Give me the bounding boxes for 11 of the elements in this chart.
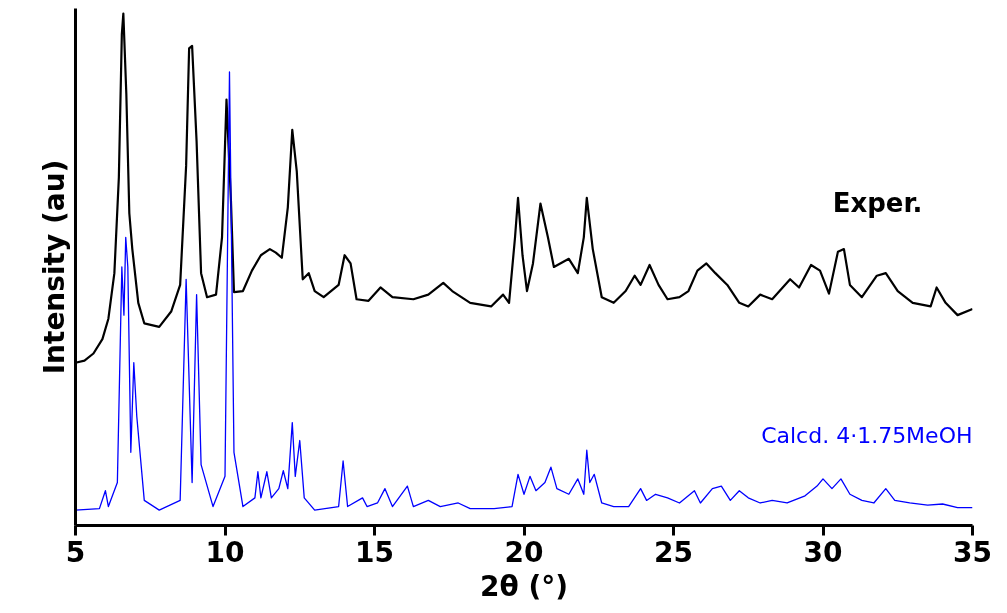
x-tick-label: 15 [355,535,394,569]
x-tick-label: 25 [654,535,693,569]
x-axis-title: 2θ (°) [479,569,569,603]
x-tick-label: 35 [953,535,992,569]
text: Calcd. 4·1.75MeOH [761,423,973,449]
x-tick-label: 30 [803,535,843,569]
x-tick-label: 10 [205,535,245,569]
x-tick-label: 5 [65,535,86,569]
series-label: Exper. [832,188,923,219]
y-axis-title: Intensity (au) [37,159,71,375]
x-tick-label: 20 [504,535,544,569]
